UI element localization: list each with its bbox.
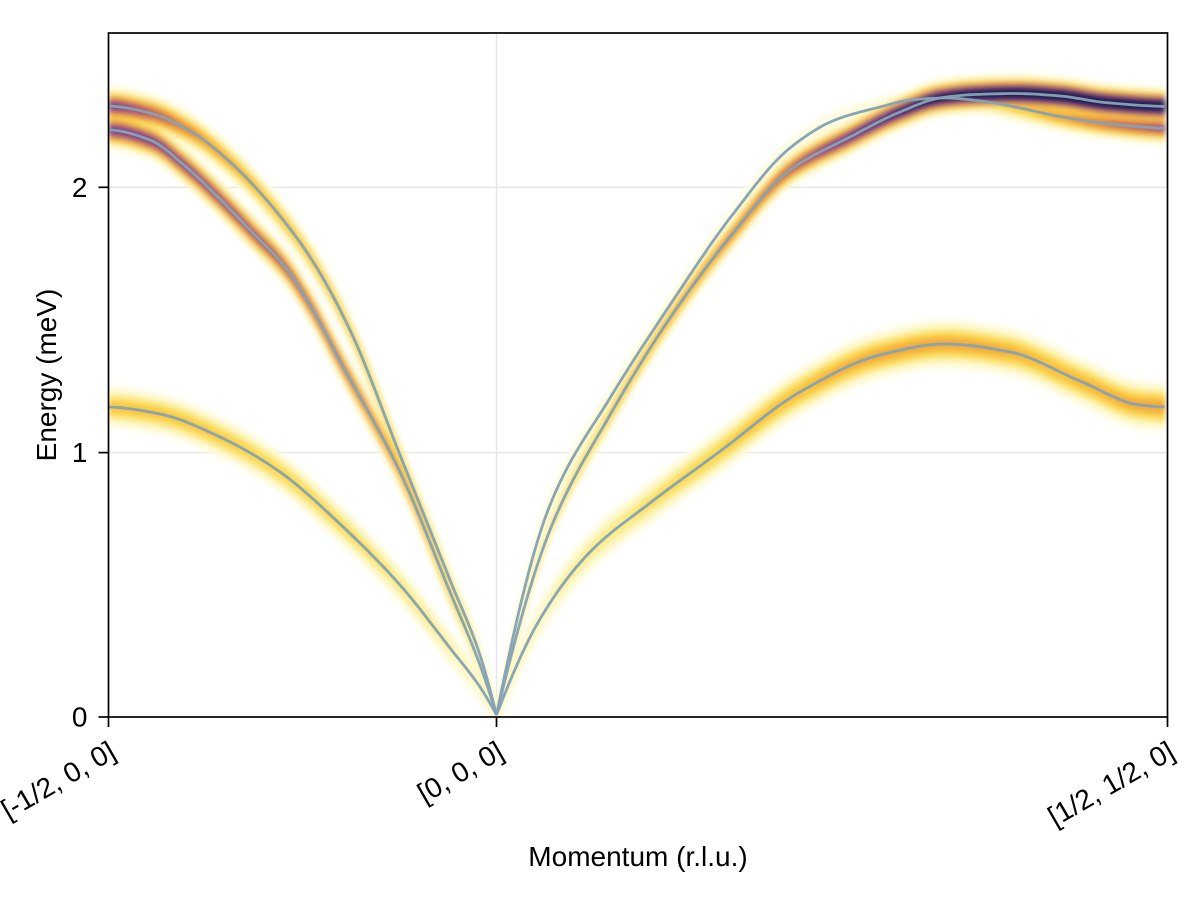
svg-text:2: 2 [72,172,88,203]
svg-text:0: 0 [72,702,88,733]
svg-text:1: 1 [72,437,88,468]
svg-text:Momentum (r.l.u.): Momentum (r.l.u.) [528,841,747,872]
svg-text:Energy (meV): Energy (meV) [31,289,62,462]
